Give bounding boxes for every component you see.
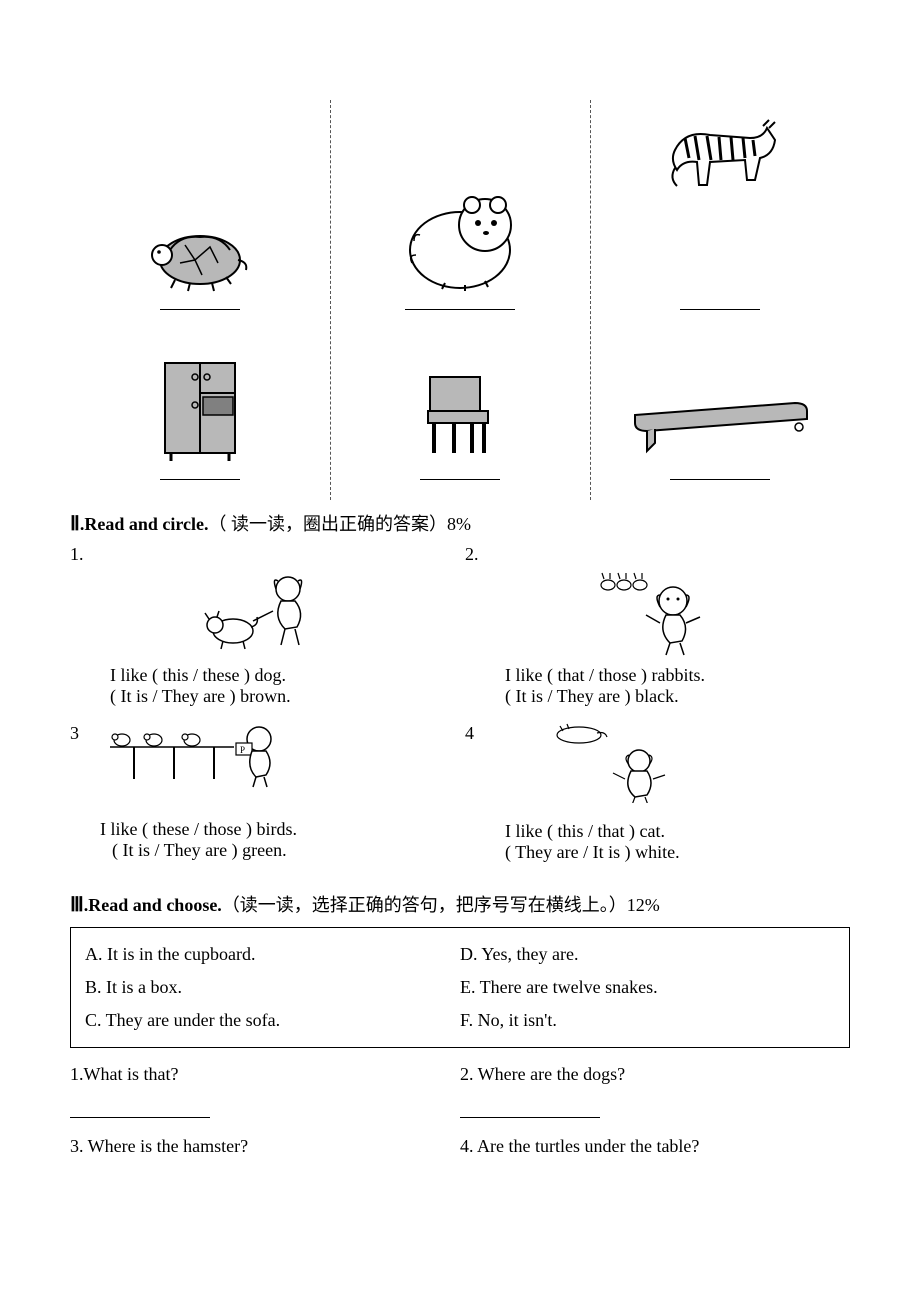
section3-title: Ⅲ.Read and choose.（读一读，选择正确的答句，把序号写在横线上。… [70, 891, 850, 917]
top-image-grid [70, 80, 850, 490]
cell-hamster [330, 80, 590, 320]
table-icon [625, 385, 815, 465]
ans-blank-1 [70, 1099, 210, 1118]
choice-box: A. It is in the cupboard. D. Yes, they a… [70, 927, 850, 1048]
q1: 1. I like ( this / these ) dog. ( It is … [70, 540, 455, 719]
cell-table [590, 320, 850, 490]
section2-rest: （ 读一读，圈出正确的答案）8% [209, 514, 472, 534]
q4-num: 4 [465, 723, 474, 744]
chair-icon [410, 365, 510, 465]
svg-text:P: P [240, 745, 245, 755]
blank-3 [680, 309, 760, 310]
s3-q4: 4. Are the turtles under the table? [460, 1136, 850, 1157]
choice-b: B. It is a box. [85, 977, 460, 998]
cell-turtle [70, 80, 330, 320]
section2-row-b: 3 P I like ( these / those ) birds. ( It… [70, 719, 850, 875]
section3-rest: （读一读，选择正确的答句，把序号写在横线上。）12% [222, 895, 660, 915]
turtle-icon [140, 205, 260, 295]
cell-cupboard [70, 320, 330, 490]
q2-line1: I like ( that / those ) rabbits. [465, 665, 850, 686]
q3-line2: ( It is / They are ) green. [70, 840, 455, 861]
section3-bold: .Read and choose. [84, 895, 222, 915]
boy-birds-icon: P [104, 723, 294, 793]
girl-rabbits-icon [588, 567, 728, 657]
q4: 4 I like ( this / that ) cat. ( They are… [465, 719, 850, 875]
section2-title: Ⅱ.Read and circle.（ 读一读，圈出正确的答案）8% [70, 510, 850, 536]
roman-3: Ⅲ [70, 894, 84, 916]
girl-cat-icon [539, 723, 689, 803]
q3: 3 P I like ( these / those ) birds. ( It… [70, 719, 455, 875]
s3-q3: 3. Where is the hamster? [70, 1136, 460, 1157]
blank-4 [160, 479, 240, 480]
choice-c: C. They are under the sofa. [85, 1010, 460, 1031]
blank-2 [405, 309, 515, 310]
q3-num: 3 [70, 723, 79, 744]
choice-e: E. There are twelve snakes. [460, 977, 835, 998]
zebra-icon [655, 110, 785, 220]
q2-num: 2. [465, 544, 479, 565]
q1-line1: I like ( this / these ) dog. [70, 665, 455, 686]
girl-dog-icon [193, 567, 333, 657]
blank-1 [160, 309, 240, 310]
roman-2: Ⅱ [70, 513, 80, 535]
s3-q2: 2. Where are the dogs? [460, 1064, 850, 1085]
q4-line2: ( They are / It is ) white. [465, 842, 850, 863]
q2: 2. I like ( that / those ) rabbi [465, 540, 850, 719]
blank-6 [670, 479, 770, 480]
choice-f: F. No, it isn't. [460, 1010, 835, 1031]
cell-chair [330, 320, 590, 490]
qa-row-2: 3. Where is the hamster? 4. Are the turt… [70, 1136, 850, 1157]
choice-a: A. It is in the cupboard. [85, 944, 460, 965]
s3-q1: 1.What is that? [70, 1064, 460, 1085]
q1-num: 1. [70, 544, 84, 565]
q1-line2: ( It is / They are ) brown. [70, 686, 455, 707]
q3-line1: I like ( these / those ) birds. [70, 819, 455, 840]
section2-bold: .Read and circle. [80, 514, 209, 534]
q4-line1: I like ( this / that ) cat. [465, 821, 850, 842]
blank-5 [420, 479, 500, 480]
ans-blank-2 [460, 1099, 600, 1118]
q2-line2: ( It is / They are ) black. [465, 686, 850, 707]
hamster-icon [390, 175, 530, 295]
qa-row-1: 1.What is that? 2. Where are the dogs? [70, 1064, 850, 1128]
section2-row-a: 1. I like ( this / these ) dog. ( It is … [70, 540, 850, 719]
cell-zebra [590, 80, 850, 320]
choice-d: D. Yes, they are. [460, 944, 835, 965]
cupboard-icon [155, 355, 245, 465]
